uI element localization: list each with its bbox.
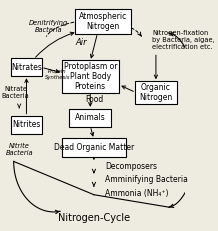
- FancyBboxPatch shape: [69, 109, 111, 127]
- Text: Protoplasm or
Plant Body
Proteins: Protoplasm or Plant Body Proteins: [63, 62, 117, 91]
- Text: Nitrates: Nitrates: [11, 63, 42, 72]
- Text: Denitrifying
Bacteria: Denitrifying Bacteria: [29, 19, 68, 33]
- Text: Nitrate
Bacteria: Nitrate Bacteria: [2, 86, 29, 99]
- FancyBboxPatch shape: [75, 9, 131, 34]
- FancyBboxPatch shape: [135, 81, 177, 104]
- Text: Air: Air: [75, 37, 87, 46]
- FancyBboxPatch shape: [62, 138, 126, 157]
- Text: Nitrogen-Cycle: Nitrogen-Cycle: [58, 213, 130, 223]
- Text: Amminifying Bacteria: Amminifying Bacteria: [105, 175, 188, 184]
- Text: Protein
Synthesis: Protein Synthesis: [45, 69, 70, 79]
- Text: Animals: Animals: [75, 113, 106, 122]
- Text: Nitrites: Nitrites: [12, 120, 41, 129]
- Text: Nitrite
Bacteria: Nitrite Bacteria: [5, 143, 33, 156]
- Text: Food: Food: [85, 95, 103, 104]
- Text: Decomposers: Decomposers: [105, 161, 157, 170]
- Text: Nitrogen-fixation
by Bacteria, algae,
electrification etc.: Nitrogen-fixation by Bacteria, algae, el…: [152, 30, 215, 50]
- FancyBboxPatch shape: [11, 58, 42, 76]
- FancyBboxPatch shape: [62, 60, 119, 93]
- Text: Atmospheric
Nitrogen: Atmospheric Nitrogen: [79, 12, 127, 31]
- FancyBboxPatch shape: [11, 116, 42, 134]
- Text: Organic
Nitrogen: Organic Nitrogen: [139, 83, 172, 102]
- Text: Dead Organic Matter: Dead Organic Matter: [54, 143, 134, 152]
- Text: Ammonia (NH₄⁺): Ammonia (NH₄⁺): [105, 189, 168, 198]
